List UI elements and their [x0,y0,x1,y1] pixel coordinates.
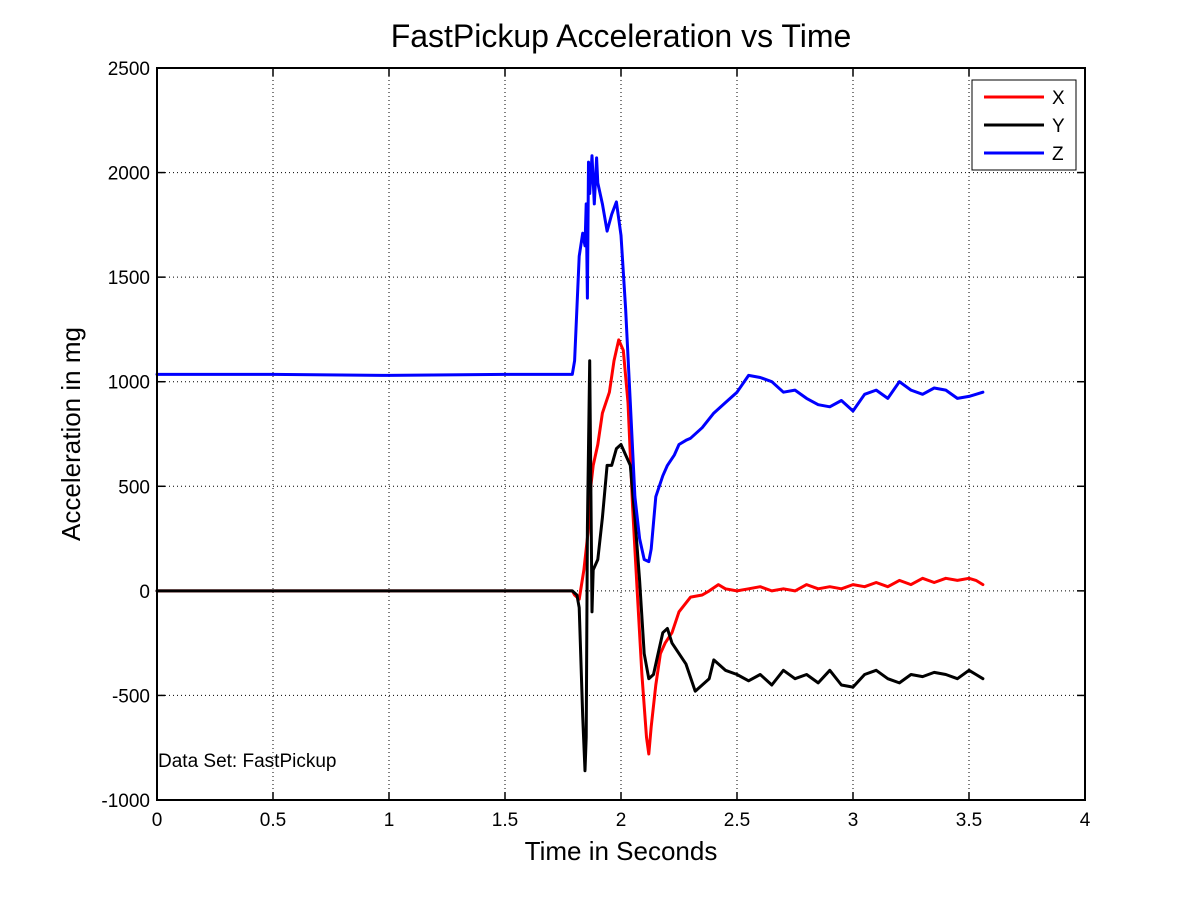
x-tick-label: 3.5 [956,810,982,831]
legend-label: Y [1052,116,1065,137]
legend-item-y: Y [984,116,1065,137]
chart-title: FastPickup Acceleration vs Time [391,18,852,54]
x-tick-label: 1.5 [492,810,518,831]
y-tick-label: 2500 [108,59,150,80]
x-tick-label: 2 [616,810,627,831]
legend-items: XYZ [984,88,1065,165]
legend-label: Z [1052,144,1064,165]
tick-marks [156,67,1086,801]
plot-area-background [157,68,1085,800]
series-line-z [155,154,985,564]
y-axis-title: Acceleration in mg [56,327,86,541]
tick-labels: 0 0.5 1 1.5 2 2.5 3 3.5 4 -1000 -500 0 500 1000 1500 20… [101,59,1090,831]
y-tick-label: -1000 [101,791,150,812]
y-tick-label: -500 [112,686,150,707]
y-tick-label: 0 [139,582,150,603]
series-line-y [155,359,985,773]
legend-item-z: Z [984,144,1064,165]
legend: XYZ [971,79,1077,171]
x-tick-label: 4 [1080,810,1091,831]
series-layer [155,154,985,773]
y-tick-label: 1000 [108,373,150,394]
x-axis-title: Time in Seconds [525,836,718,866]
x-tick-label: 2.5 [724,810,750,831]
y-tick-label: 1500 [108,268,150,289]
legend-item-x: X [984,88,1065,109]
x-tick-label: 1 [384,810,395,831]
legend-label: X [1052,88,1065,109]
x-tick-label: 0.5 [260,810,286,831]
dataset-annotation: Data Set: FastPickup [158,751,336,772]
x-tick-label: 0 [152,810,163,831]
x-tick-label: 3 [848,810,859,831]
grid-lines [157,68,1085,800]
y-tick-label: 500 [118,477,150,498]
y-tick-label: 2000 [108,164,150,185]
